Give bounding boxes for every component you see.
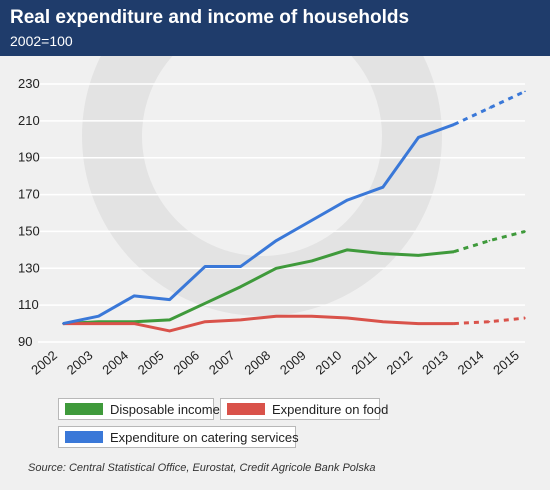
source-note: Source: Central Statistical Office, Euro… <box>28 462 376 474</box>
x-tick-label: 2010 <box>313 348 345 378</box>
data-point-expenditure-on-catering-services <box>417 136 420 139</box>
x-tick-label: 2004 <box>99 348 131 378</box>
series-forecast-expenditure-on-food <box>453 316 526 326</box>
legend-label-expenditure-on-catering: Expenditure on catering services <box>110 429 299 445</box>
data-point-expenditure-on-food <box>346 317 349 319</box>
data-point-expenditure-on-catering-services <box>310 219 313 222</box>
x-tick-label: 2013 <box>419 348 451 378</box>
data-point-disposable-income <box>382 252 384 255</box>
data-point-disposable-income <box>346 249 349 251</box>
data-point-disposable-income <box>453 250 455 253</box>
data-point-expenditure-on-catering-services <box>346 199 349 201</box>
x-tick-label: 2006 <box>170 348 202 378</box>
y-tick-label: 170 <box>18 187 40 202</box>
data-point-expenditure-on-food <box>275 315 278 318</box>
chart-header: Real expenditure and income of household… <box>0 0 550 56</box>
data-point-expenditure-on-catering-services <box>382 186 384 188</box>
y-tick-label: 230 <box>18 76 40 91</box>
legend-swatch-disposable-income <box>65 403 103 415</box>
x-tick-label: 2002 <box>28 348 60 378</box>
y-tick-label: 210 <box>18 113 40 128</box>
legend-swatch-expenditure-on-catering <box>65 431 103 443</box>
data-point-expenditure-on-catering-services <box>239 265 242 268</box>
x-tick-label: 2008 <box>241 348 273 378</box>
data-point-expenditure-on-food <box>417 322 420 325</box>
legend-label-expenditure-on-food: Expenditure on food <box>272 401 389 417</box>
data-point-expenditure-on-food <box>204 320 206 323</box>
data-point-expenditure-on-catering-services <box>524 90 526 93</box>
x-tick-label: 2003 <box>64 348 96 378</box>
legend-item-expenditure-on-catering: Expenditure on catering services <box>58 426 299 448</box>
data-point-disposable-income <box>417 254 420 257</box>
chart-title: Real expenditure and income of household… <box>10 7 410 28</box>
data-point-disposable-income <box>204 302 206 305</box>
legend-label-disposable-income: Disposable income <box>110 401 220 417</box>
chart-legend: Disposable income Expenditure on food Ex… <box>58 398 388 450</box>
x-tick-label: 2015 <box>490 348 522 378</box>
data-point-expenditure-on-catering-services <box>97 315 100 318</box>
y-tick-label: 110 <box>18 297 39 312</box>
x-tick-label: 2005 <box>135 348 167 378</box>
legend-item-expenditure-on-food: Expenditure on food <box>220 398 388 420</box>
series-line-disposable-income <box>62 248 455 326</box>
data-point-disposable-income <box>488 239 491 242</box>
data-point-expenditure-on-catering-services <box>488 107 491 109</box>
data-point-expenditure-on-food <box>488 320 491 323</box>
data-point-expenditure-on-catering-services <box>133 295 135 297</box>
data-point-expenditure-on-food <box>97 322 100 325</box>
y-tick-label: 150 <box>18 223 40 238</box>
data-point-expenditure-on-food <box>382 320 384 323</box>
data-point-expenditure-on-food <box>239 319 242 321</box>
legend-item-disposable-income: Disposable income <box>58 398 220 420</box>
legend-swatch-expenditure-on-food <box>227 403 265 415</box>
y-tick-label: 130 <box>18 260 40 275</box>
data-point-disposable-income <box>239 285 242 288</box>
x-tick-label: 2007 <box>206 348 238 378</box>
series-forecast-expenditure-on-catering-services <box>453 90 526 126</box>
y-tick-label: 190 <box>18 150 40 165</box>
data-point-expenditure-on-food <box>453 322 455 325</box>
data-point-disposable-income <box>168 319 171 321</box>
data-point-expenditure-on-catering-services <box>204 265 206 268</box>
data-point-expenditure-on-food <box>133 322 135 325</box>
data-point-expenditure-on-food <box>310 315 313 318</box>
x-tick-label: 2009 <box>277 348 309 378</box>
data-point-expenditure-on-catering-services <box>62 322 64 325</box>
y-tick-label: 90 <box>18 334 32 349</box>
x-tick-label: 2011 <box>348 348 379 377</box>
data-point-expenditure-on-food <box>524 317 526 319</box>
chart-subtitle: 2002=100 <box>10 33 73 49</box>
series-line-expenditure-on-catering-services <box>62 123 455 326</box>
data-point-disposable-income <box>275 267 278 270</box>
background-watermark <box>82 56 442 316</box>
data-point-disposable-income <box>524 230 526 233</box>
data-point-expenditure-on-catering-services <box>168 298 171 301</box>
x-tick-label: 2012 <box>384 348 416 378</box>
x-tick-label: 2014 <box>455 348 487 378</box>
data-point-expenditure-on-food <box>168 330 171 332</box>
data-point-disposable-income <box>310 260 313 262</box>
series-line-expenditure-on-food <box>63 314 454 333</box>
data-point-expenditure-on-catering-services <box>453 123 455 126</box>
data-point-expenditure-on-catering-services <box>275 239 278 242</box>
series-forecast-disposable-income <box>453 229 526 254</box>
